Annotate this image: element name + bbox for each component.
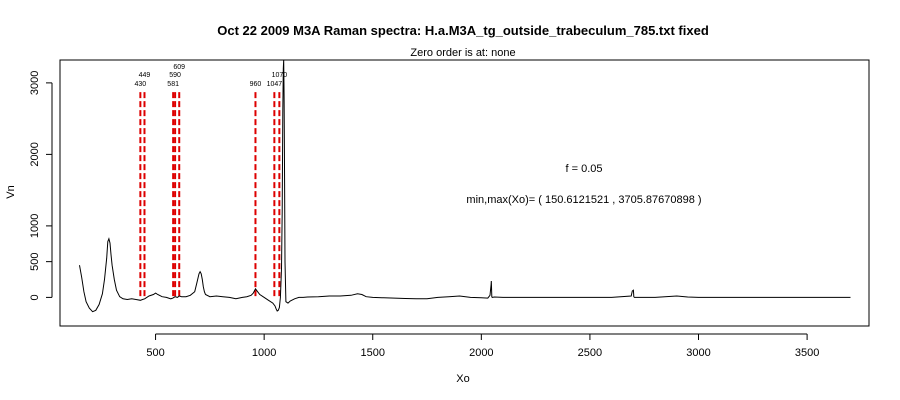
peak-marker-label: 581 [167, 81, 179, 88]
x-tick-label: 2000 [469, 347, 493, 359]
peak-marker-label: 430 [135, 81, 147, 88]
x-tick-label: 2500 [578, 347, 602, 359]
y-axis: 0 500 1000 2000 3000 [29, 71, 53, 300]
y-tick-label: 500 [29, 252, 41, 270]
chart-subtitle: Zero order is at: none [410, 47, 515, 59]
y-tick-label: 1000 [29, 214, 41, 238]
x-tick-label: 3500 [795, 347, 819, 359]
x-axis: 500 1000 1500 2000 2500 3000 3500 [146, 333, 819, 359]
y-axis-label: Vn [5, 185, 17, 198]
spectrum-series-line [79, 59, 851, 313]
peak-marker-label: 449 [139, 72, 151, 79]
x-tick-label: 1000 [252, 347, 276, 359]
series-group [79, 59, 851, 313]
x-tick-label: 1500 [360, 347, 384, 359]
y-tick-label: 0 [29, 294, 41, 300]
x-tick-label: 500 [146, 347, 164, 359]
peak-marker-label: 1070 [272, 72, 288, 79]
y-tick-label: 2000 [29, 142, 41, 166]
peak-marker-label: 590 [169, 72, 181, 79]
chart-title: Oct 22 2009 M3A Raman spectra: H.a.M3A_t… [217, 23, 709, 38]
annotation-f-value: f = 0.05 [565, 163, 602, 175]
x-axis-label: Xo [456, 373, 469, 385]
peak-marker-label: 609 [173, 64, 185, 71]
x-tick-label: 3000 [686, 347, 710, 359]
peak-marker-label: 1047 [267, 81, 283, 88]
annotation-min-max: min,max(Xo)= ( 150.6121521 , 3705.876708… [466, 194, 701, 206]
y-tick-label: 3000 [29, 71, 41, 95]
plot-area-frame [59, 59, 870, 327]
peak-marker-label: 960 [250, 81, 262, 88]
